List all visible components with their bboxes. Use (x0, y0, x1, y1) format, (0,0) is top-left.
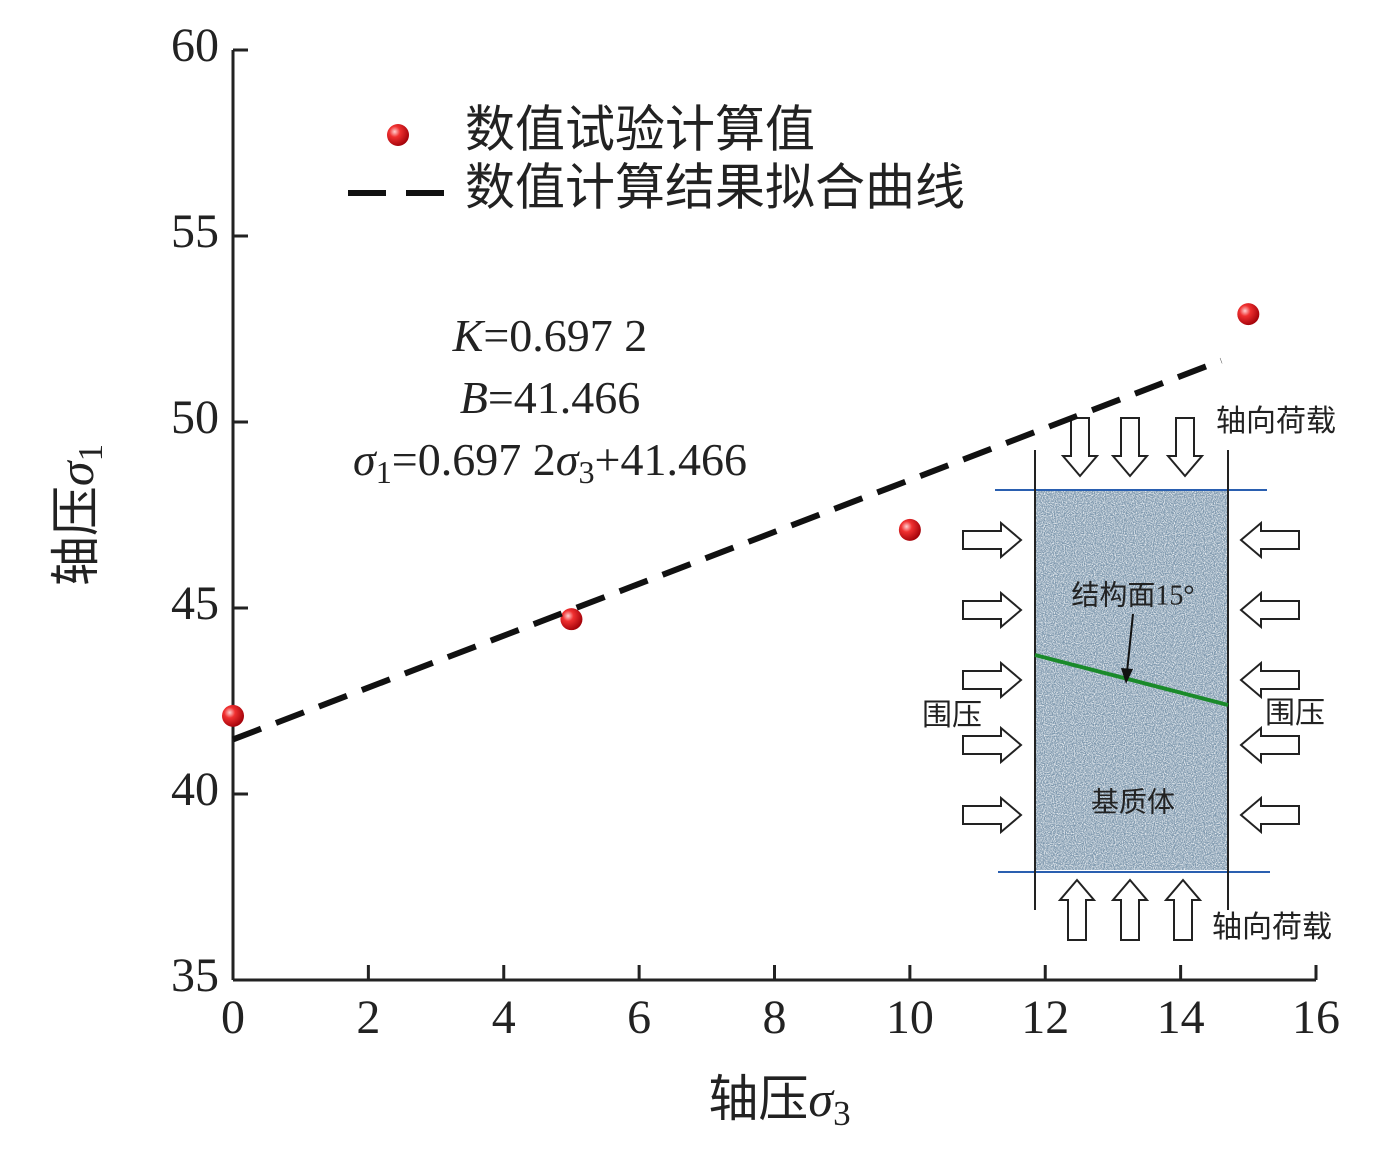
x-tick-label: 6 (627, 991, 651, 1044)
annotation: K=0.697 2 (452, 310, 648, 361)
x-tick-label: 12 (1021, 991, 1069, 1044)
x-tick-label: 14 (1157, 991, 1205, 1044)
y-tick-label: 50 (171, 391, 219, 444)
x-tick-label: 8 (763, 991, 787, 1044)
load-arrow (1060, 417, 1100, 478)
text-piece: 3 (578, 454, 594, 490)
text-piece: =0.697 2 (392, 434, 556, 485)
text-piece: =0.697 2 (483, 310, 647, 361)
load-arrow (962, 725, 1023, 765)
load-arrow (1239, 660, 1300, 700)
text-piece: B (460, 372, 488, 423)
annotation: B=41.466 (460, 372, 641, 423)
load-arrow (962, 660, 1023, 700)
x-axis-label: 轴压σ3 (708, 1071, 850, 1133)
text-piece: σ (48, 459, 104, 486)
load-arrow (1165, 417, 1205, 478)
pointer (1126, 613, 1134, 673)
fit-line (231, 357, 1223, 743)
text-piece: σ (353, 434, 378, 485)
data-point (1237, 303, 1260, 326)
inset-label: 轴向荷载 (1216, 405, 1336, 438)
text-piece: 轴压 (708, 1071, 808, 1127)
y-tick-label: 55 (171, 205, 219, 258)
y-tick-label: 60 (171, 19, 219, 72)
load-arrow (962, 520, 1023, 560)
inset-label: 轴向荷载 (1212, 911, 1332, 944)
inset-label: 围压 (922, 699, 982, 732)
load-arrow (962, 590, 1023, 630)
y-tick-label: 40 (171, 763, 219, 816)
y-tick-label: 45 (171, 577, 219, 630)
inset-label: 结构面15° (1071, 579, 1194, 611)
inset-label: 围压 (1265, 697, 1325, 730)
text-piece: 1 (376, 454, 392, 490)
x-tick-label: 16 (1292, 991, 1340, 1044)
y-tick-label: 35 (171, 949, 219, 1002)
load-arrow (1239, 520, 1300, 560)
load-arrow (1163, 878, 1203, 941)
text-piece: 轴压 (48, 486, 104, 586)
structural-plane (1034, 653, 1229, 707)
data-point (898, 518, 921, 541)
text-piece: +41.466 (595, 434, 747, 485)
text-piece: σ (808, 1071, 835, 1127)
x-tick-label: 4 (492, 991, 516, 1044)
load-arrow (1239, 795, 1300, 835)
y-axis-label: 轴压σ1 (48, 444, 110, 586)
x-tick-label: 10 (886, 991, 934, 1044)
inset-label: 基质体 (1091, 786, 1175, 818)
load-arrow (1239, 725, 1300, 765)
text-piece: K (452, 310, 486, 361)
text-piece: 1 (71, 444, 110, 462)
annotation: σ1=0.697 2σ3+41.466 (353, 434, 747, 490)
legend-label: 数值试验计算值 (465, 101, 815, 157)
pointer-head (1121, 668, 1133, 684)
load-arrow (1057, 878, 1097, 941)
load-arrow (962, 795, 1023, 835)
legend-marker (387, 124, 409, 146)
load-arrow (1110, 417, 1150, 478)
text-piece: =41.466 (488, 372, 640, 423)
data-point (222, 704, 244, 727)
legend-label: 数值计算结果拟合曲线 (465, 159, 965, 215)
text-piece: 3 (833, 1094, 851, 1133)
x-tick-label: 2 (356, 991, 380, 1044)
data-point (560, 608, 583, 631)
x-tick-label: 0 (221, 991, 245, 1044)
load-arrow (1239, 590, 1300, 630)
load-arrow (1110, 878, 1150, 941)
text-piece: σ (556, 434, 581, 485)
